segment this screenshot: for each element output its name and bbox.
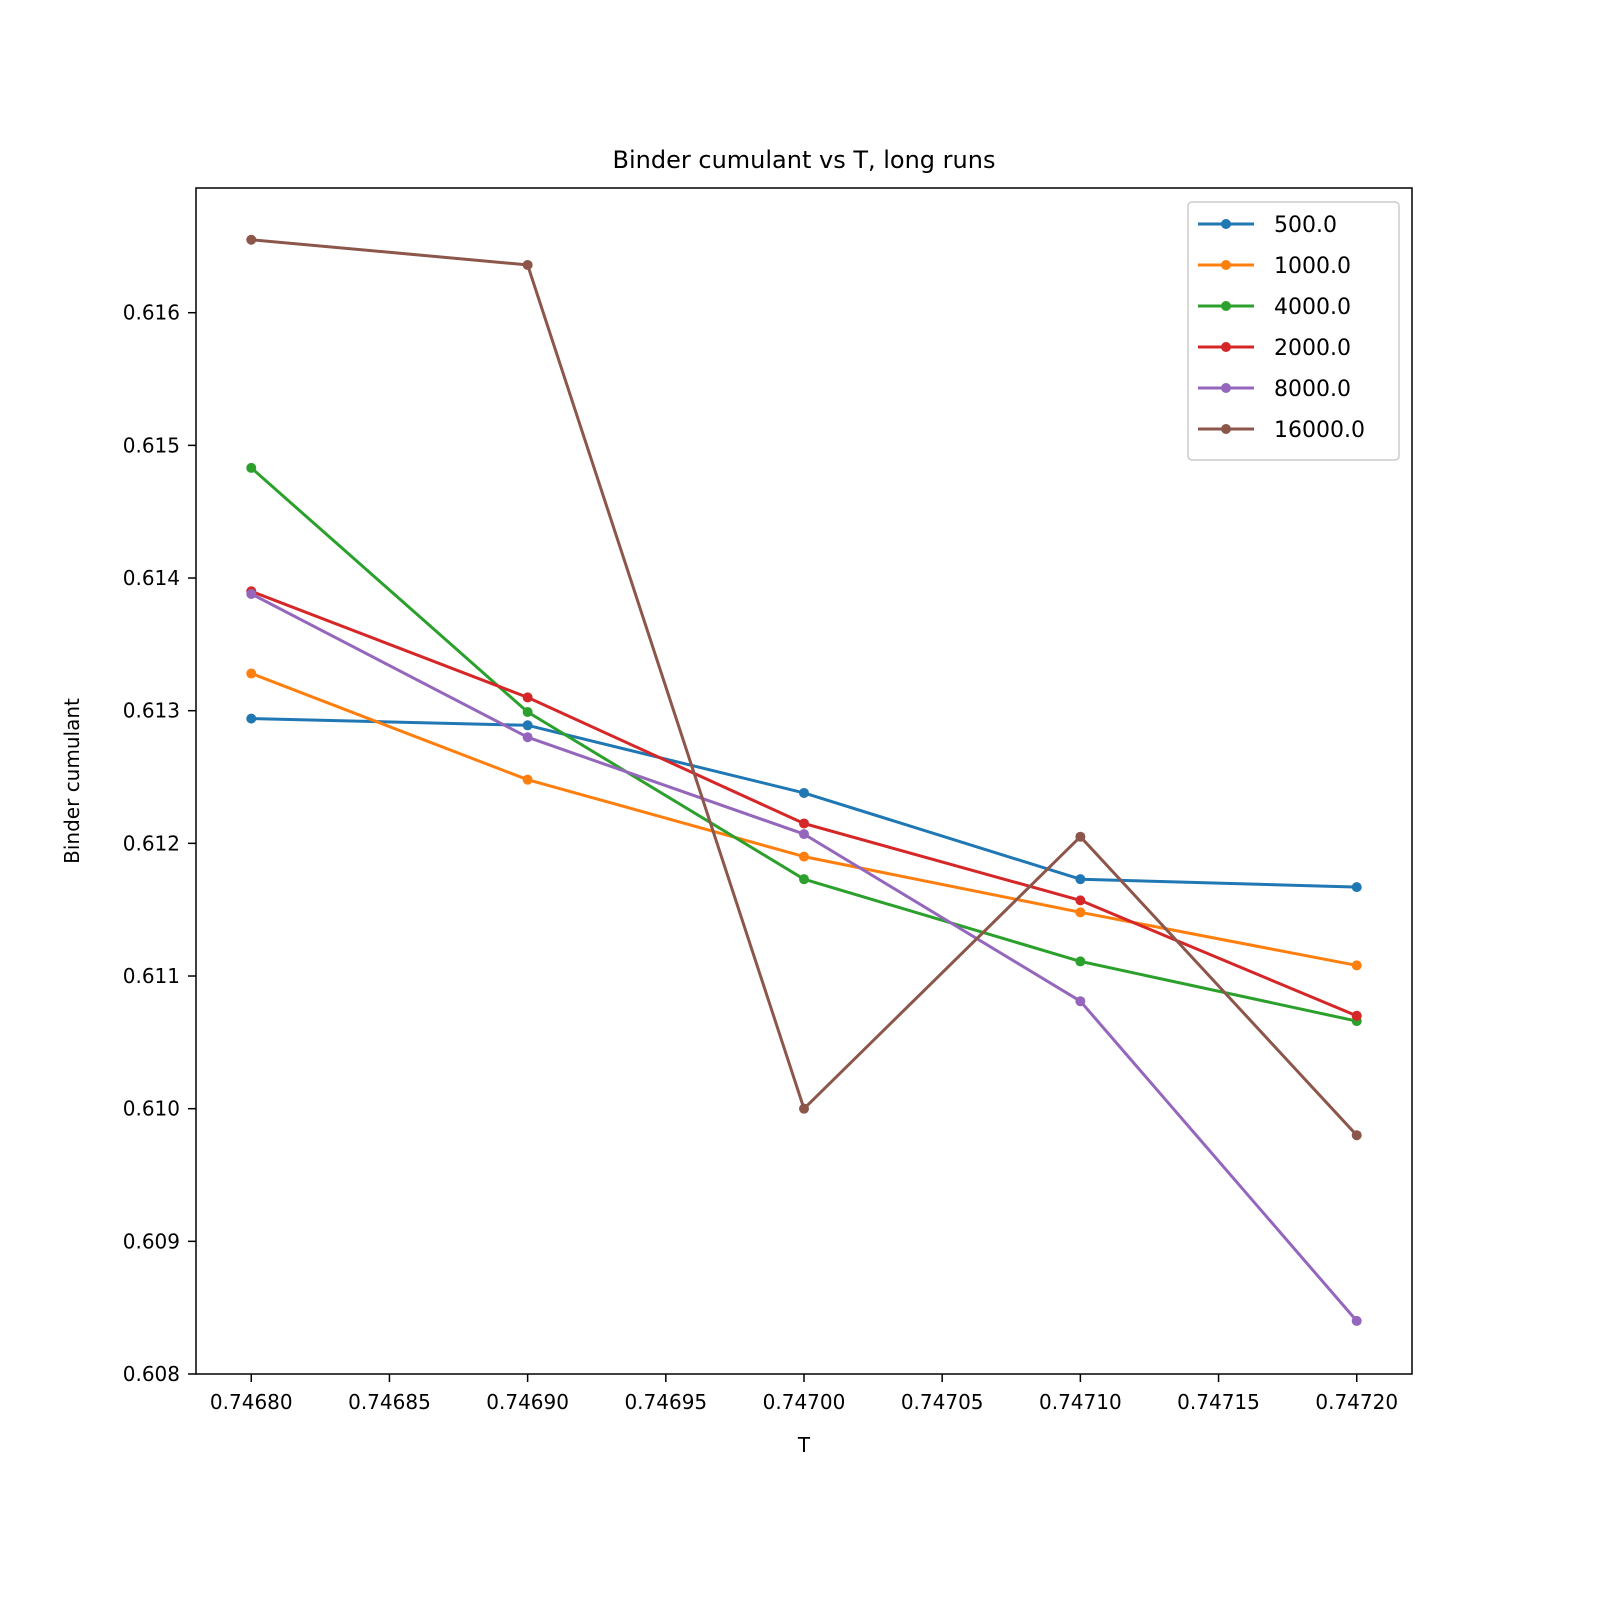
series-16000.0 bbox=[246, 234, 1362, 1141]
data-point bbox=[799, 851, 809, 862]
legend: 500.0 1000.0 4000.0 2000.0 8000.0 16000.0 bbox=[1187, 201, 1400, 461]
legend-entry: 4000.0 bbox=[1198, 295, 1351, 320]
data-point bbox=[1351, 1010, 1362, 1021]
legend-entry: 8000.0 bbox=[1198, 377, 1351, 402]
y-tick-label: 0.610 bbox=[123, 1097, 180, 1121]
data-point bbox=[799, 818, 809, 829]
x-tick-label: 0.74695 bbox=[624, 1390, 707, 1414]
x-tick-label: 0.74700 bbox=[763, 1390, 846, 1414]
data-point bbox=[799, 829, 809, 840]
legend-label: 2000.0 bbox=[1274, 336, 1351, 361]
legend-entry: 16000.0 bbox=[1198, 418, 1365, 443]
chart-title: Binder cumulant vs T, long runs bbox=[613, 146, 996, 174]
legend-label: 4000.0 bbox=[1274, 295, 1351, 320]
x-tick-label: 0.74705 bbox=[901, 1390, 984, 1414]
data-point bbox=[1075, 831, 1086, 842]
legend-swatch-marker bbox=[1221, 342, 1231, 352]
data-point bbox=[799, 1103, 809, 1114]
data-point bbox=[522, 732, 533, 743]
data-point bbox=[522, 707, 533, 718]
y-tick-label: 0.612 bbox=[123, 831, 180, 855]
x-tick-label: 0.74690 bbox=[486, 1390, 569, 1414]
data-point bbox=[1075, 874, 1086, 885]
data-point bbox=[246, 668, 257, 679]
data-point bbox=[522, 692, 533, 703]
x-tick-label: 0.74715 bbox=[1177, 1390, 1260, 1414]
data-point bbox=[246, 713, 257, 724]
y-tick-label: 0.609 bbox=[123, 1229, 180, 1253]
legend-swatch-marker bbox=[1221, 301, 1231, 311]
y-tick-label: 0.614 bbox=[123, 566, 180, 590]
y-axis-label: Binder cumulant bbox=[60, 698, 84, 864]
y-tick-label: 0.615 bbox=[123, 433, 180, 457]
data-point bbox=[246, 462, 257, 473]
legend-entry: 2000.0 bbox=[1198, 336, 1351, 361]
series-4000.0 bbox=[246, 462, 1362, 1027]
data-point bbox=[1351, 1315, 1362, 1326]
legend-swatch-marker bbox=[1221, 424, 1231, 434]
y-axis: 0.608 0.609 0.610 0.611 0.612 0.613 0.614 0.615… bbox=[123, 301, 196, 1386]
data-point bbox=[1075, 907, 1086, 918]
x-axis: 0.74680 0.74685 0.74690 0.74695 0.74700 0.747… bbox=[210, 1374, 1398, 1414]
legend-label: 16000.0 bbox=[1274, 418, 1365, 443]
y-tick-label: 0.613 bbox=[123, 699, 180, 723]
data-point bbox=[1351, 1130, 1362, 1141]
data-point bbox=[522, 774, 533, 785]
legend-swatch-marker bbox=[1221, 260, 1231, 270]
legend-label: 500.0 bbox=[1274, 213, 1337, 238]
legend-entry: 500.0 bbox=[1198, 213, 1337, 238]
series-8000.0 bbox=[246, 588, 1362, 1326]
data-point bbox=[1075, 956, 1086, 967]
data-point bbox=[522, 720, 533, 731]
legend-label: 1000.0 bbox=[1274, 254, 1351, 279]
x-tick-label: 0.74685 bbox=[348, 1390, 431, 1414]
series-1000.0 bbox=[246, 668, 1362, 971]
data-point bbox=[1075, 996, 1086, 1007]
legend-swatch-marker bbox=[1221, 219, 1231, 229]
data-point bbox=[799, 874, 809, 885]
data-point bbox=[246, 234, 257, 245]
legend-entry: 1000.0 bbox=[1198, 254, 1351, 279]
data-point bbox=[246, 588, 257, 599]
x-tick-label: 0.74680 bbox=[210, 1390, 293, 1414]
series-500.0 bbox=[246, 713, 1362, 893]
x-tick-label: 0.74710 bbox=[1039, 1390, 1122, 1414]
data-point bbox=[1075, 895, 1086, 906]
y-tick-label: 0.611 bbox=[123, 964, 180, 988]
plot-frame bbox=[195, 187, 1413, 1375]
legend-label: 8000.0 bbox=[1274, 377, 1351, 402]
series-layer bbox=[246, 234, 1362, 1326]
data-point bbox=[799, 787, 809, 798]
data-point bbox=[1351, 960, 1362, 971]
data-point bbox=[1351, 882, 1362, 893]
y-tick-label: 0.616 bbox=[123, 301, 180, 325]
data-point bbox=[522, 259, 533, 270]
y-tick-label: 0.608 bbox=[123, 1362, 180, 1386]
x-tick-label: 0.74720 bbox=[1315, 1390, 1398, 1414]
series-2000.0 bbox=[246, 586, 1362, 1021]
legend-swatch-marker bbox=[1221, 383, 1231, 393]
x-axis-label: T bbox=[797, 1433, 811, 1457]
